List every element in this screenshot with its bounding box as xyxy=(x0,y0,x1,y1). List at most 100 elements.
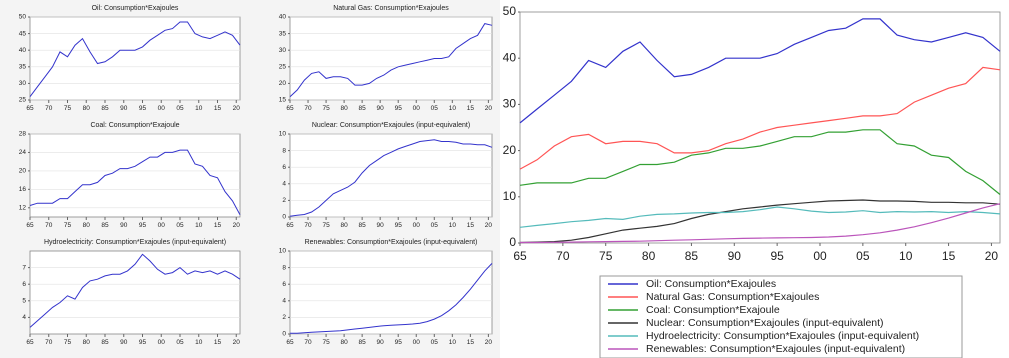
series-line xyxy=(290,263,493,334)
series-line xyxy=(519,18,1001,124)
x-tick-label: 90 xyxy=(120,222,128,229)
y-tick-label: 0 xyxy=(282,214,286,221)
x-tick-label: 10 xyxy=(899,249,913,263)
x-tick-label: 85 xyxy=(101,339,109,346)
x-tick-label: 85 xyxy=(101,222,109,229)
x-tick-label: 15 xyxy=(214,339,222,346)
x-tick-label: 80 xyxy=(83,339,91,346)
x-tick-label: 05 xyxy=(176,105,184,112)
y-tick-label: 20 xyxy=(503,143,517,157)
x-tick-label: 10 xyxy=(449,105,457,112)
x-tick-label: 90 xyxy=(377,222,385,229)
x-tick-label: 90 xyxy=(120,339,128,346)
x-tick-label: 10 xyxy=(449,339,457,346)
series-line xyxy=(29,253,241,328)
x-tick-label: 70 xyxy=(304,105,312,112)
y-tick-label: 2 xyxy=(282,314,286,321)
x-tick-label: 15 xyxy=(214,105,222,112)
x-tick-label: 20 xyxy=(233,339,241,346)
x-tick-label: 95 xyxy=(395,339,403,346)
y-tick-label: 24 xyxy=(19,149,27,156)
x-tick-label: 70 xyxy=(304,339,312,346)
y-tick-label: 7 xyxy=(22,264,26,271)
y-tick-label: 4 xyxy=(282,298,286,305)
x-tick-label: 70 xyxy=(45,222,53,229)
y-tick-label: 12 xyxy=(19,204,27,211)
plot-area xyxy=(289,250,493,335)
x-tick-label: 15 xyxy=(467,222,475,229)
plot-area xyxy=(519,11,1001,244)
y-tick-label: 50 xyxy=(19,14,27,21)
x-tick-label: 20 xyxy=(485,105,493,112)
x-tick-label: 95 xyxy=(139,105,147,112)
x-tick-label: 65 xyxy=(26,222,34,229)
legend-label: Hydroelectricity: Consumption*Exajoules … xyxy=(646,330,919,342)
y-tick-label: 0 xyxy=(282,331,286,338)
x-tick-label: 65 xyxy=(286,222,294,229)
x-tick-label: 10 xyxy=(449,222,457,229)
x-tick-label: 00 xyxy=(158,339,166,346)
series-line xyxy=(289,139,493,217)
y-tick-label: 10 xyxy=(279,131,287,138)
x-tick-label: 05 xyxy=(176,222,184,229)
x-tick-label: 00 xyxy=(158,222,166,229)
legend-label: Oil: Consumption*Exajoules xyxy=(646,278,776,290)
series-line xyxy=(519,199,1001,244)
y-tick-label: 8 xyxy=(282,147,286,154)
x-tick-label: 00 xyxy=(413,105,421,112)
x-tick-label: 10 xyxy=(195,339,203,346)
x-tick-label: 05 xyxy=(431,105,439,112)
x-tick-label: 80 xyxy=(340,105,348,112)
y-tick-label: 25 xyxy=(19,97,27,104)
x-tick-label: 70 xyxy=(304,222,312,229)
plot-area xyxy=(289,133,493,218)
x-tick-label: 20 xyxy=(985,249,999,263)
y-tick-label: 2 xyxy=(282,197,286,204)
x-tick-label: 15 xyxy=(467,339,475,346)
x-tick-label: 75 xyxy=(322,339,330,346)
x-tick-label: 70 xyxy=(556,249,570,263)
x-tick-label: 65 xyxy=(26,105,34,112)
y-tick-label: 8 xyxy=(282,264,286,271)
x-tick-label: 95 xyxy=(395,105,403,112)
x-tick-label: 95 xyxy=(139,222,147,229)
x-tick-label: 00 xyxy=(413,339,421,346)
x-tick-label: 90 xyxy=(377,105,385,112)
chart-title: Hydroelectricity: Consumption*Exajoules … xyxy=(44,239,226,246)
plot-area xyxy=(29,16,241,101)
x-tick-label: 95 xyxy=(770,249,784,263)
legend-label: Nuclear: Consumption*Exajoules (input-eq… xyxy=(646,317,884,329)
x-tick-label: 80 xyxy=(340,222,348,229)
chart-title: Nuclear: Consumption*Exajoules (input-eq… xyxy=(312,122,470,129)
series-line xyxy=(29,21,241,97)
x-tick-label: 90 xyxy=(728,249,742,263)
y-tick-label: 40 xyxy=(503,50,517,64)
y-tick-label: 4 xyxy=(22,314,26,321)
y-tick-label: 6 xyxy=(22,281,26,288)
chart-title: Renewables: Consumption*Exajoules (input… xyxy=(305,239,478,246)
x-tick-label: 05 xyxy=(431,339,439,346)
y-tick-label: 16 xyxy=(19,186,27,193)
y-tick-label: 28 xyxy=(19,131,27,138)
x-tick-label: 70 xyxy=(45,105,53,112)
x-tick-label: 85 xyxy=(359,105,367,112)
x-tick-label: 20 xyxy=(233,222,241,229)
x-tick-label: 75 xyxy=(599,249,613,263)
chart-title: Natural Gas: Consumption*Exajoules xyxy=(333,5,449,12)
x-tick-label: 10 xyxy=(195,222,203,229)
x-tick-label: 85 xyxy=(359,339,367,346)
y-tick-label: 40 xyxy=(19,47,27,54)
y-tick-label: 15 xyxy=(279,97,287,104)
y-tick-label: 30 xyxy=(503,97,517,111)
y-tick-label: 30 xyxy=(19,80,27,87)
y-tick-label: 40 xyxy=(279,14,287,21)
x-tick-label: 10 xyxy=(195,105,203,112)
x-tick-label: 00 xyxy=(413,222,421,229)
legend-label: Coal: Consumption*Exajoule xyxy=(646,304,780,316)
x-tick-label: 75 xyxy=(64,222,72,229)
y-tick-label: 20 xyxy=(19,168,27,175)
x-tick-label: 85 xyxy=(359,222,367,229)
x-tick-label: 65 xyxy=(26,339,34,346)
series-line xyxy=(519,129,1001,195)
